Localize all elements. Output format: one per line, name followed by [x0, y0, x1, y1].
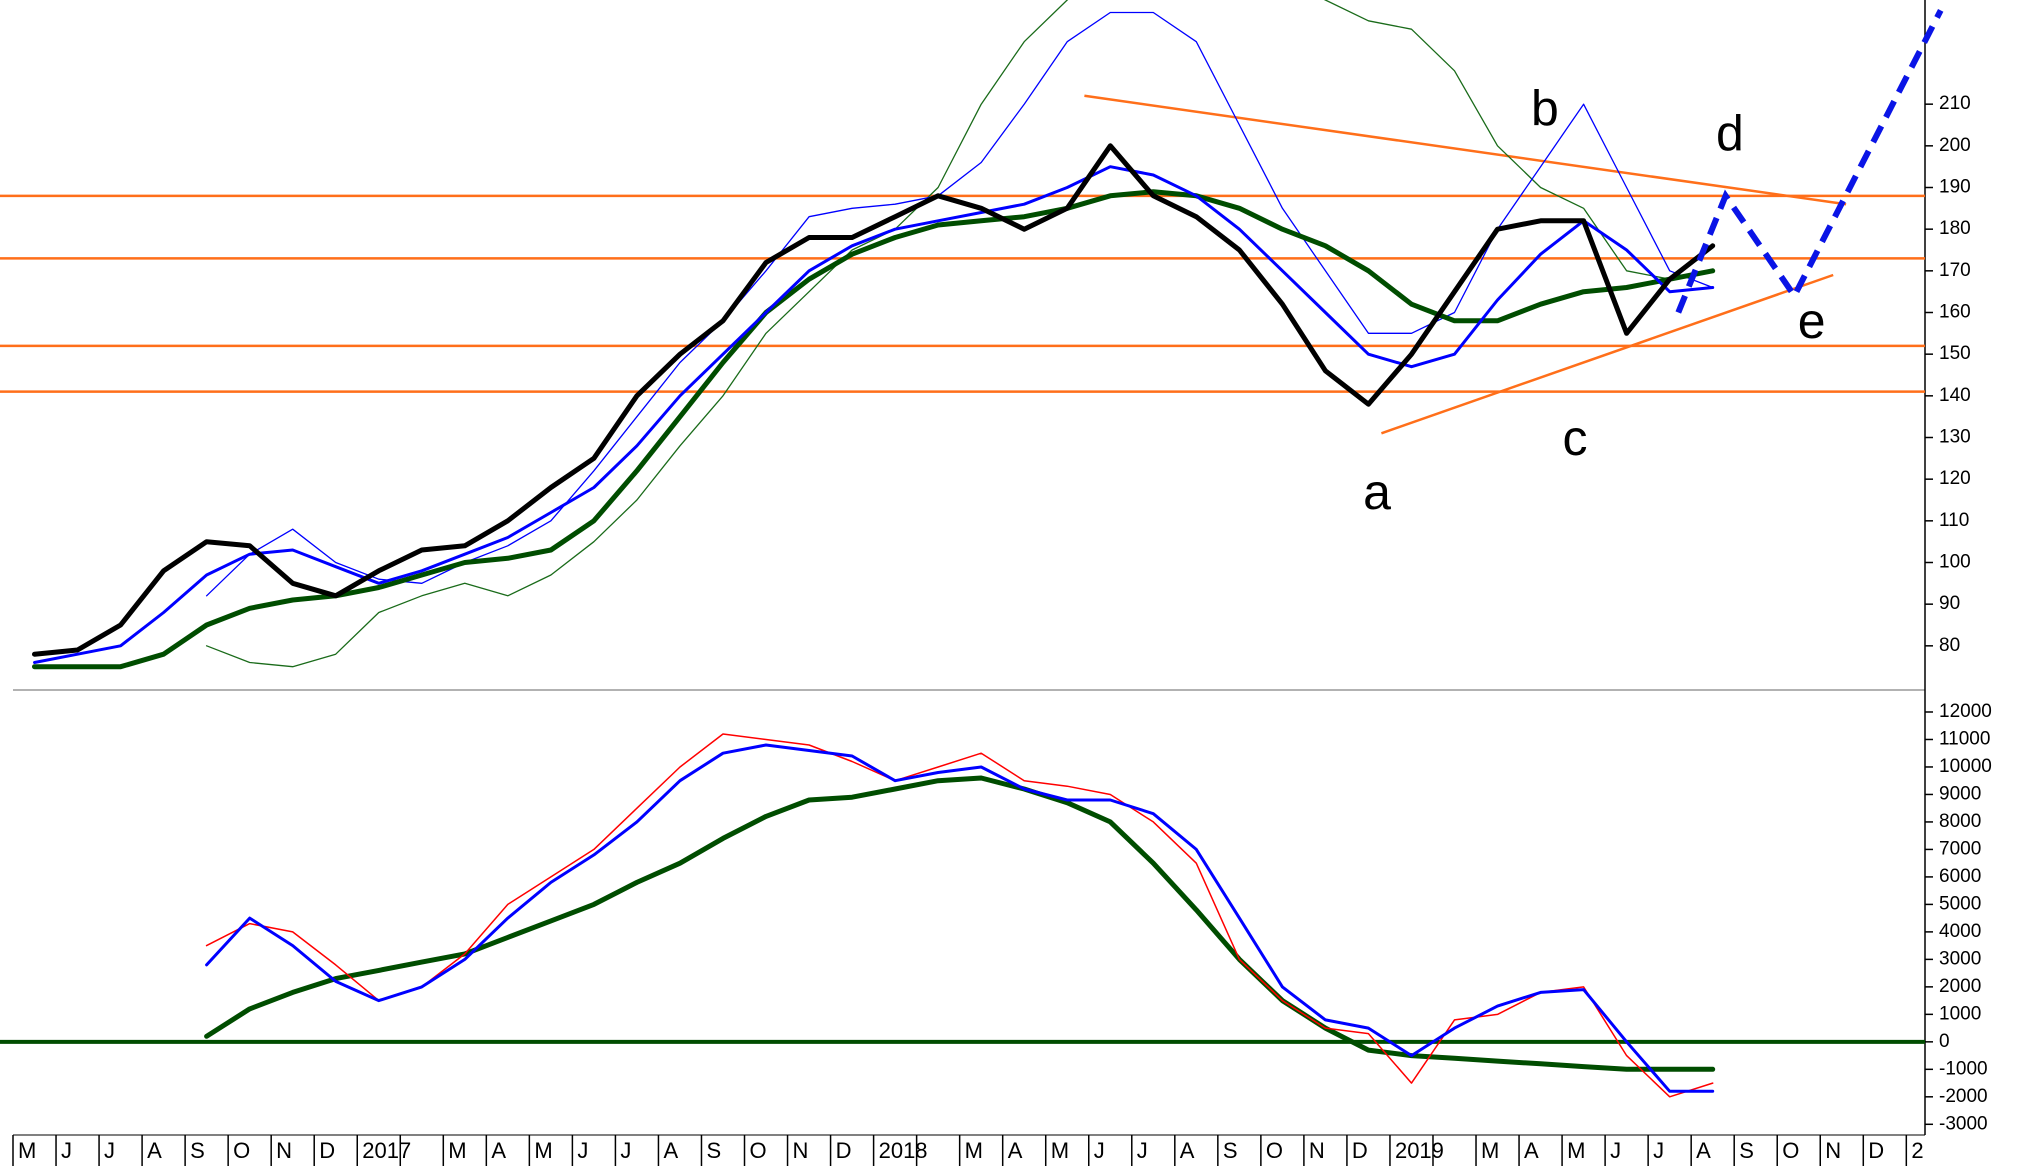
projection-line — [1675, 9, 1944, 314]
x-tick-label: J — [620, 1138, 631, 1163]
y-tick-label: 170 — [1939, 260, 1971, 281]
x-tick-label: M — [534, 1138, 552, 1163]
y-tick-label: 11000 — [1939, 728, 1990, 749]
x-tick-label: D — [1352, 1138, 1368, 1163]
line-series — [33, 165, 1715, 664]
x-tick-label: J — [1653, 1138, 1664, 1163]
y-tick-label: 150 — [1939, 343, 1971, 364]
y-tick-label: -1000 — [1939, 1058, 1988, 1079]
annotation: c — [1562, 410, 1587, 466]
line-series — [205, 733, 1714, 1098]
line-series — [204, 775, 1716, 1072]
y-tick-label: 0 — [1939, 1031, 1950, 1052]
line-series — [205, 743, 1715, 1093]
trendline — [1380, 273, 1834, 435]
y-tick-label: 9000 — [1939, 783, 1981, 804]
x-tick-label: J — [1137, 1138, 1148, 1163]
x-tick-label: M — [18, 1138, 36, 1163]
x-tick-label: S — [1739, 1138, 1754, 1163]
x-tick-label: O — [1782, 1138, 1799, 1163]
annotation: e — [1798, 293, 1826, 349]
x-tick-label: D — [1868, 1138, 1884, 1163]
x-tick-label: J — [1610, 1138, 1621, 1163]
x-tick-label: A — [491, 1138, 506, 1163]
y-tick-label: 5000 — [1939, 893, 1981, 914]
y-tick-label: 2000 — [1939, 976, 1981, 997]
y-tick-label: 100 — [1939, 552, 1971, 573]
y-tick-label: 200 — [1939, 135, 1971, 156]
y-tick-label: 12000 — [1939, 701, 1992, 722]
line-series — [32, 189, 1716, 670]
x-tick-label: A — [1696, 1138, 1711, 1163]
x-tick-label: A — [1524, 1138, 1539, 1163]
y-tick-label: 210 — [1939, 93, 1971, 114]
x-tick-label: D — [836, 1138, 852, 1163]
x-tick-label: N — [793, 1138, 809, 1163]
trendline — [1084, 94, 1847, 206]
x-tick-label: 2017 — [362, 1138, 411, 1163]
x-tick-label: M — [448, 1138, 466, 1163]
x-tick-label: 2018 — [879, 1138, 928, 1163]
y-tick-label: 110 — [1939, 510, 1969, 531]
x-tick-label: 2019 — [1395, 1138, 1444, 1163]
x-tick-label: 2 — [1911, 1138, 1923, 1163]
y-tick-label: 1000 — [1939, 1003, 1981, 1024]
oscillator-panel — [0, 733, 1925, 1098]
x-tick-label: S — [1223, 1138, 1238, 1163]
x-tick-label: M — [1481, 1138, 1499, 1163]
x-tick-label: M — [1051, 1138, 1069, 1163]
line-series — [32, 143, 1716, 657]
y-tick-label: -2000 — [1939, 1086, 1988, 1107]
x-tick-label: D — [319, 1138, 335, 1163]
price-panel: a b c d e — [0, 0, 1925, 670]
x-tick-label: J — [61, 1138, 72, 1163]
y-tick-label: 140 — [1939, 385, 1971, 406]
x-tick-label: N — [1309, 1138, 1325, 1163]
y-tick-label: 180 — [1939, 218, 1971, 239]
x-tick-label: J — [104, 1138, 115, 1163]
x-tick-label: S — [190, 1138, 205, 1163]
x-tick-label: M — [1567, 1138, 1585, 1163]
y-tick-label: 10000 — [1939, 756, 1992, 777]
y-tick-label: 120 — [1939, 468, 1971, 489]
x-tick-label: O — [750, 1138, 767, 1163]
x-tick-label: A — [1180, 1138, 1195, 1163]
y-tick-label: 80 — [1939, 635, 1960, 656]
y-tick-label: 4000 — [1939, 921, 1981, 942]
y-tick-label: 7000 — [1939, 838, 1981, 859]
annotation: d — [1716, 106, 1744, 162]
x-tick-label: N — [1825, 1138, 1841, 1163]
x-tick-label: S — [706, 1138, 721, 1163]
line-series — [205, 0, 1714, 668]
x-tick-label: O — [233, 1138, 250, 1163]
y-tick-label: -3000 — [1939, 1113, 1988, 1134]
annotation: a — [1363, 464, 1391, 520]
y-tick-label: 8000 — [1939, 811, 1981, 832]
x-tick-label: M — [965, 1138, 983, 1163]
y-tick-label: 190 — [1939, 177, 1971, 198]
x-tick-label: J — [577, 1138, 588, 1163]
annotation: b — [1531, 81, 1559, 137]
x-tick-label: A — [663, 1138, 678, 1163]
y-tick-label: 6000 — [1939, 866, 1981, 887]
y-tick-label: 130 — [1939, 427, 1971, 448]
x-tick-label: J — [1094, 1138, 1105, 1163]
x-tick-label: N — [276, 1138, 292, 1163]
x-tick-label: O — [1266, 1138, 1283, 1163]
axes: 8090100110120130140150160170180190200210… — [12, 93, 1992, 1166]
x-tick-label: A — [1008, 1138, 1023, 1163]
x-tick-label: A — [147, 1138, 162, 1163]
y-tick-label: 160 — [1939, 302, 1971, 323]
y-tick-label: 3000 — [1939, 948, 1981, 969]
y-tick-label: 90 — [1939, 593, 1960, 614]
